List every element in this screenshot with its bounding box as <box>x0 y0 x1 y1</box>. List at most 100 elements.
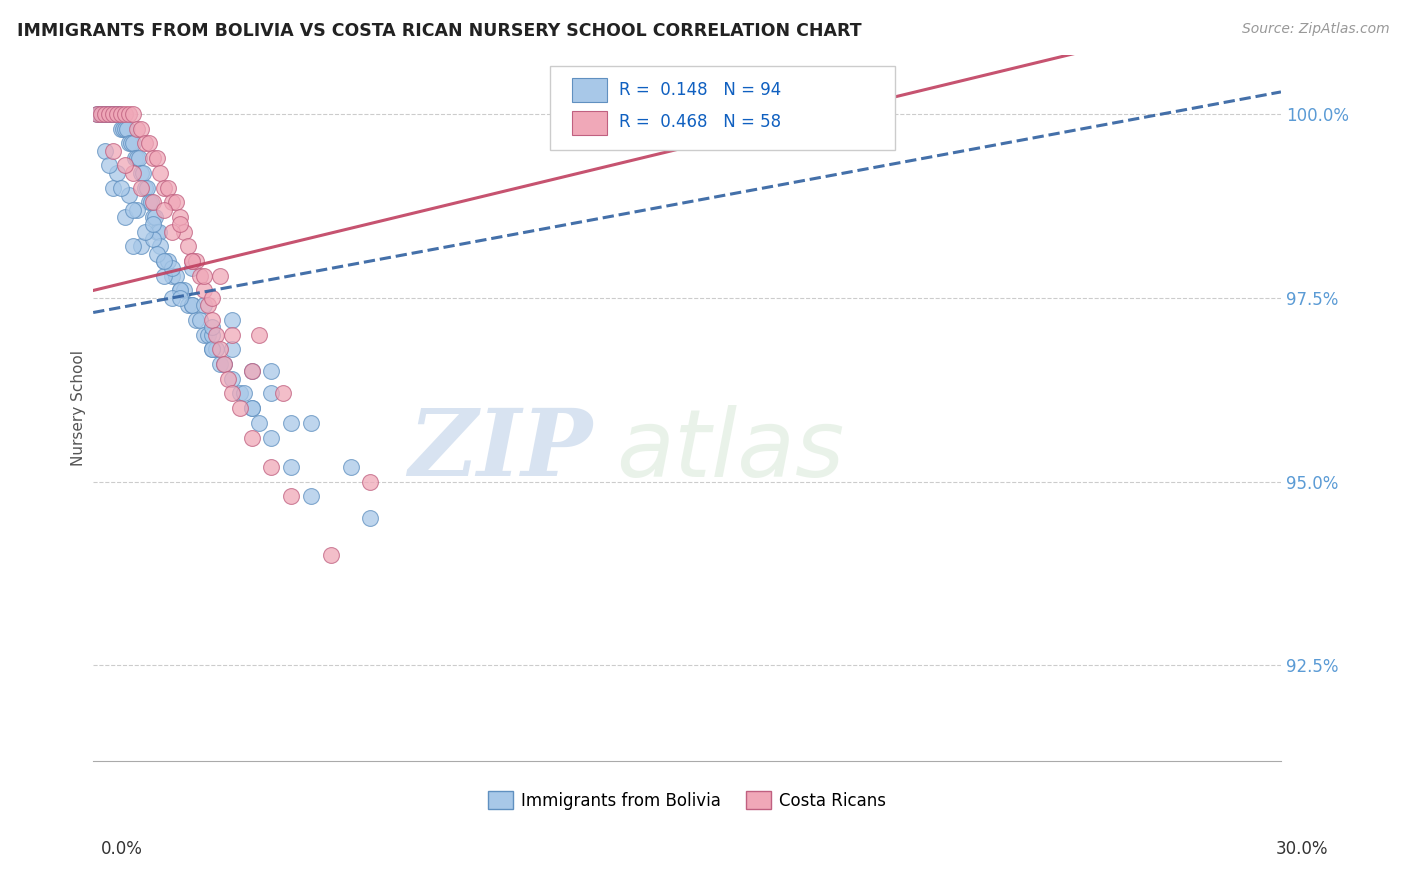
Point <box>339 459 361 474</box>
Text: ZIP: ZIP <box>408 406 592 495</box>
Point <box>188 313 211 327</box>
Point <box>181 254 204 268</box>
Point <box>260 459 283 474</box>
Point <box>98 158 121 172</box>
Text: 30.0%: 30.0% <box>1277 840 1329 858</box>
Point <box>145 151 167 165</box>
Point <box>177 298 200 312</box>
Point <box>90 107 112 121</box>
Point <box>90 107 112 121</box>
Point <box>169 210 191 224</box>
Point <box>138 136 160 151</box>
Point <box>108 107 131 121</box>
Point <box>162 291 184 305</box>
Point <box>280 489 302 503</box>
Point <box>201 343 224 357</box>
Point <box>201 320 224 334</box>
Point <box>142 195 165 210</box>
Point <box>240 401 263 416</box>
Point <box>280 416 302 430</box>
Legend: Immigrants from Bolivia, Costa Ricans: Immigrants from Bolivia, Costa Ricans <box>481 785 893 816</box>
Point <box>145 225 167 239</box>
Point <box>201 327 224 342</box>
Point <box>173 225 195 239</box>
Point <box>260 364 283 378</box>
Point <box>162 195 184 210</box>
Point <box>125 151 148 165</box>
Point <box>240 364 263 378</box>
Point <box>212 357 235 371</box>
Point <box>157 180 180 194</box>
Point <box>101 107 124 121</box>
Point <box>110 121 132 136</box>
Point <box>101 107 124 121</box>
Point <box>212 357 235 371</box>
Point <box>173 284 195 298</box>
Point <box>135 180 157 194</box>
Point <box>201 313 224 327</box>
Point <box>114 107 136 121</box>
Point <box>143 210 166 224</box>
Point <box>221 372 243 386</box>
Point <box>240 430 263 444</box>
Point <box>271 386 294 401</box>
Point <box>153 268 176 283</box>
Point <box>208 343 231 357</box>
Point <box>115 121 138 136</box>
Point <box>153 254 176 268</box>
Point <box>100 107 122 121</box>
FancyBboxPatch shape <box>551 66 896 151</box>
Point <box>775 121 797 136</box>
Point <box>359 511 381 525</box>
Point <box>319 548 342 562</box>
Point <box>128 151 150 165</box>
Point <box>101 180 124 194</box>
Point <box>217 372 239 386</box>
Point <box>165 268 187 283</box>
Point <box>129 121 152 136</box>
Point <box>249 327 271 342</box>
Point <box>197 298 219 312</box>
Point <box>299 416 322 430</box>
Text: 0.0%: 0.0% <box>101 840 143 858</box>
Point <box>98 107 121 121</box>
Point <box>221 313 243 327</box>
Point <box>86 107 108 121</box>
Point <box>125 121 148 136</box>
Point <box>169 291 191 305</box>
Point <box>142 151 165 165</box>
Point <box>240 401 263 416</box>
Point <box>149 166 172 180</box>
Text: IMMIGRANTS FROM BOLIVIA VS COSTA RICAN NURSERY SCHOOL CORRELATION CHART: IMMIGRANTS FROM BOLIVIA VS COSTA RICAN N… <box>17 22 862 40</box>
Point <box>142 217 165 231</box>
Point <box>94 107 117 121</box>
Point <box>221 386 243 401</box>
Point <box>94 107 117 121</box>
Point <box>121 202 143 217</box>
Point <box>124 151 146 165</box>
Point <box>249 416 271 430</box>
Point <box>197 327 219 342</box>
Point <box>169 284 191 298</box>
Point <box>359 475 381 489</box>
Point <box>120 136 142 151</box>
Point <box>142 232 165 246</box>
Point <box>105 107 128 121</box>
Point <box>201 343 224 357</box>
Point <box>105 166 128 180</box>
Point <box>193 298 215 312</box>
Point <box>208 268 231 283</box>
Text: Source: ZipAtlas.com: Source: ZipAtlas.com <box>1241 22 1389 37</box>
Point <box>153 202 176 217</box>
Point <box>299 489 322 503</box>
Point <box>98 107 121 121</box>
Text: atlas: atlas <box>616 405 844 496</box>
Point <box>181 261 204 276</box>
Point <box>111 121 134 136</box>
Point <box>149 239 172 253</box>
Point <box>184 254 207 268</box>
Point <box>121 166 143 180</box>
Point <box>118 107 141 121</box>
Point <box>105 107 128 121</box>
Point <box>162 268 184 283</box>
